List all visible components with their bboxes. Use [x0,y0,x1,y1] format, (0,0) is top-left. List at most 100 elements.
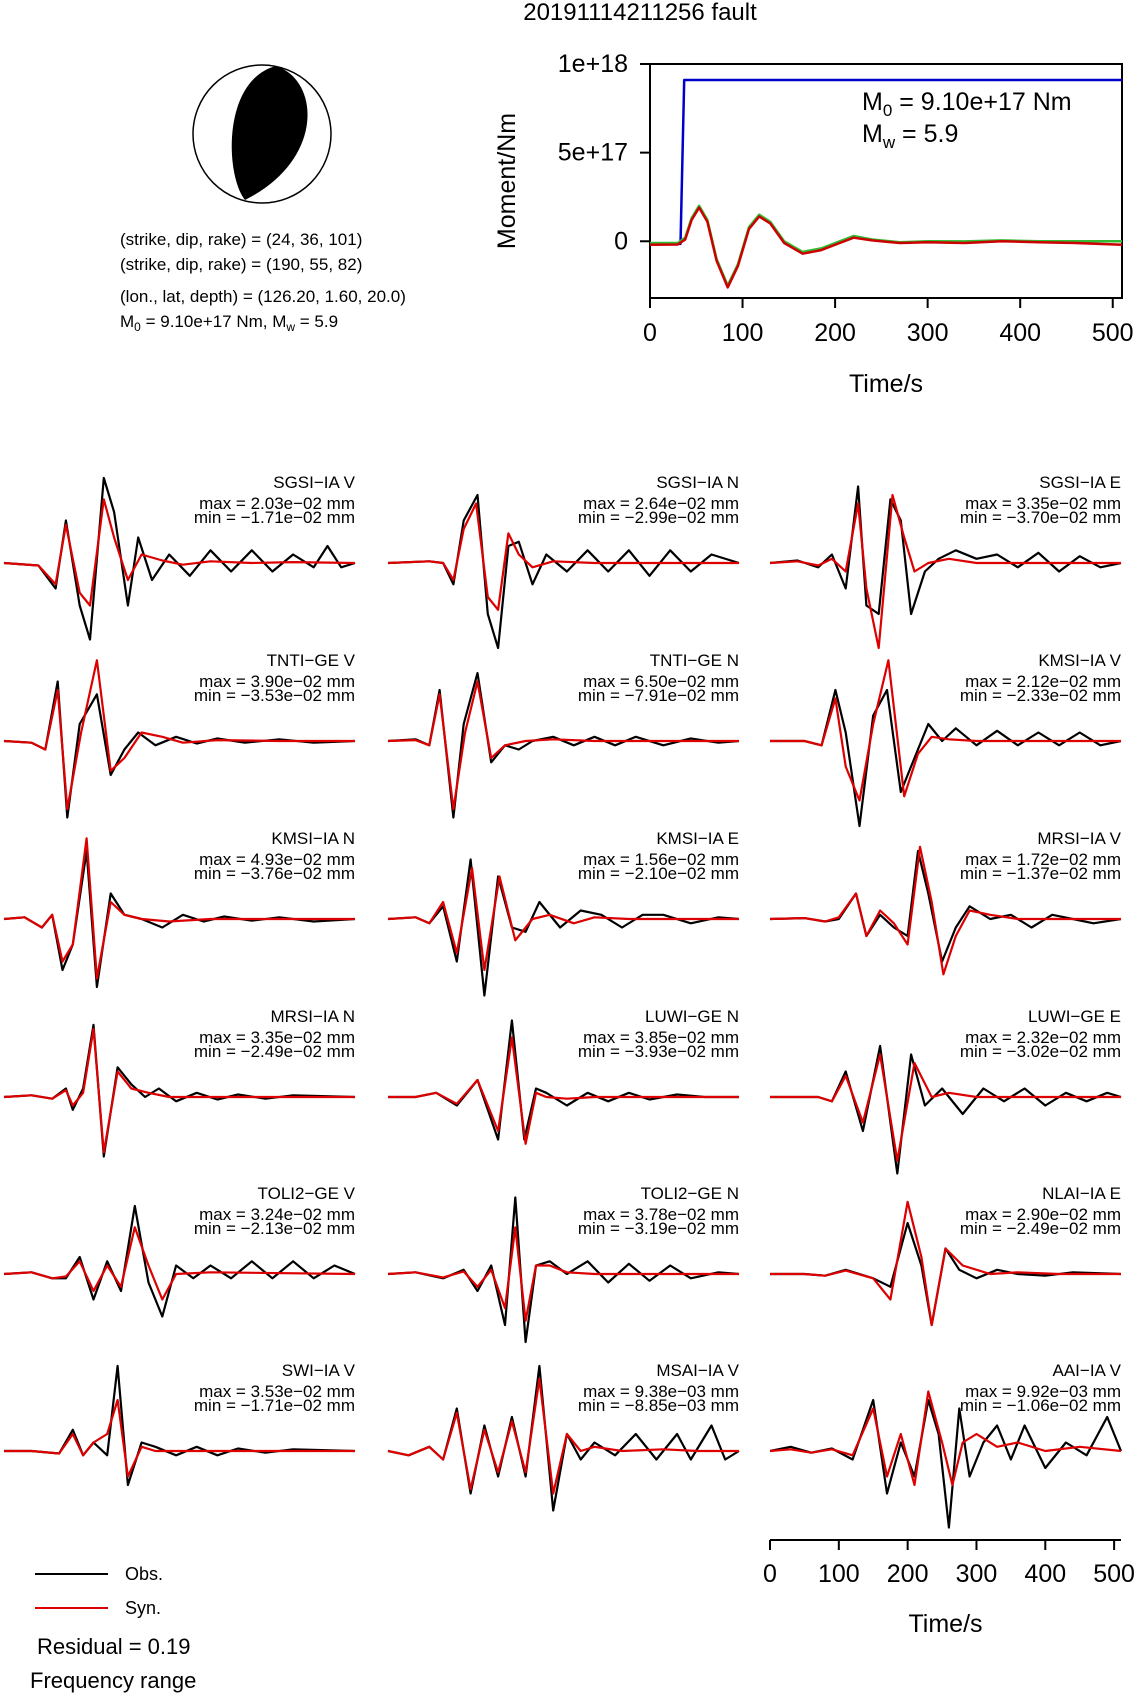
panel-min-value: min = −1.71e−02 mm [194,508,355,527]
time-axis-tick-label: 0 [763,1560,777,1588]
moment-y-axis-label: Moment/Nm [493,113,521,249]
panel-station-label: KMSI−IA V [1038,651,1121,670]
panel-max-value: max = 1.72e−02 mm [965,850,1121,869]
panel-min-value: min = −2.49e−02 mm [194,1042,355,1061]
moment-x-tick-label: 500 [1092,319,1134,347]
beachball-compression-quadrant [231,66,308,200]
hypocenter: (lon., lat, depth) = (126.20, 1.60, 20.0… [120,287,406,306]
moment-x-tick-label: 100 [722,319,764,347]
panel-station-label: NLAI−IA E [1042,1184,1121,1203]
time-axis-tick-label: 400 [1024,1560,1066,1588]
panel-min-value: min = −2.10e−02 mm [578,864,739,883]
synthetic-trace [770,1200,1121,1327]
moment-x-tick-label: 0 [643,319,657,347]
m0-value: = 9.10e+17 Nm [892,88,1071,116]
synthetic-trace [387,502,739,611]
panel-max-value: max = 3.53e−02 mm [199,1382,355,1401]
panel-min-value: min = −7.91e−02 mm [578,686,739,705]
panel-min-value: min = −3.70e−02 mm [960,508,1121,527]
panel-min-value: min = −2.49e−02 mm [960,1219,1121,1238]
panel-max-value: max = 2.32e−02 mm [965,1028,1121,1047]
m0-sub: 0 [883,101,892,120]
observed-trace [388,1019,739,1141]
panel-max-value: max = 4.93e−02 mm [199,850,355,869]
m0-label: M [862,88,883,116]
synthetic-trace [3,1027,355,1154]
panel-min-value: min = −2.13e−02 mm [194,1219,355,1238]
panel-min-value: min = −3.19e−02 mm [578,1219,739,1238]
panel-max-value: max = 1.56e−02 mm [583,850,739,869]
seismogram-time-axis: 0 100 200 300 400 500 Time/s [763,1539,1135,1638]
synthetic-trace [769,493,1121,650]
frequency-range-label: Frequency range [30,1668,196,1693]
mw-label: M [862,120,883,148]
panel-min-value: min = −1.37e−02 mm [960,864,1121,883]
panel-max-value: max = 2.90e−02 mm [965,1205,1121,1224]
panel-min-value: min = −1.06e−02 mm [960,1396,1121,1415]
synthetic-trace [3,837,355,980]
moment-x-axis-label: Time/s [849,370,923,398]
panel-station-label: SWI−IA V [282,1361,356,1380]
panel-station-label: MRSI−IA V [1037,829,1121,848]
moment-annotation-m0: M0 = 9.10e+17 Nm [862,88,1072,120]
observed-trace [3,1023,356,1158]
moment-function-chart: 0 100 200 300 400 500 0 5e+17 1e+18 Time/s Moment/… [493,50,1134,398]
panel-max-value: max = 3.78e−02 mm [583,1205,739,1224]
panel-min-value: min = −3.76e−02 mm [194,864,355,883]
panel-station-label: TNTI−GE N [650,651,739,670]
legend-syn-label: Syn. [125,1598,161,1618]
synthetic-trace [3,659,355,811]
panel-min-value: min = −3.93e−02 mm [578,1042,739,1061]
panel-station-label: SGSI−IA E [1039,473,1121,492]
panel-min-value: min = −2.33e−02 mm [960,686,1121,705]
panel-station-label: LUWI−GE N [645,1007,739,1026]
time-axis-tick-label: 100 [818,1560,860,1588]
panel-station-label: MRSI−IA N [270,1007,355,1026]
synthetic-trace [769,845,1121,976]
mechanism-text: (strike, dip, rake) = (24, 36, 101) (str… [120,230,406,334]
moment-magnitude-line: M0 = 9.10e+17 Nm, Mw = 5.9 [120,312,338,334]
mw-sub: w [882,133,896,152]
panel-max-value: max = 9.38e−03 mm [583,1382,739,1401]
mw-value: = 5.9 [895,120,958,148]
synthetic-trace [387,1226,739,1322]
time-axis-tick-label: 200 [887,1560,929,1588]
time-axis-tick-label: 300 [956,1560,998,1588]
time-axis-tick-label: 500 [1093,1560,1135,1588]
panel-max-value: max = 2.64e−02 mm [583,494,739,513]
nodal-plane-2: (strike, dip, rake) = (190, 55, 82) [120,255,362,274]
panel-max-value: max = 3.90e−02 mm [199,672,355,691]
panel-station-label: TOLI2−GE N [641,1184,739,1203]
panel-min-value: min = −2.99e−02 mm [578,508,739,527]
panel-station-label: SGSI−IA N [656,473,739,492]
time-axis-label: Time/s [908,1610,982,1638]
moment-annotation-mw: Mw = 5.9 [862,120,958,152]
synthetic-trace [387,680,739,811]
moment-series-2 [649,206,1123,289]
synthetic-trace [3,1226,356,1301]
synthetic-trace [4,1398,355,1478]
observed-trace [770,1044,1122,1175]
moment-chart-frame [649,63,1123,299]
synthetic-trace [387,866,739,972]
panel-station-label: TNTI−GE V [267,651,356,670]
panel-station-label: TOLI2−GE V [258,1184,356,1203]
panel-min-value: min = −3.02e−02 mm [960,1042,1121,1061]
moment-y-tick-label: 1e+18 [558,50,628,78]
panel-station-label: AAI−IA V [1052,1361,1121,1380]
